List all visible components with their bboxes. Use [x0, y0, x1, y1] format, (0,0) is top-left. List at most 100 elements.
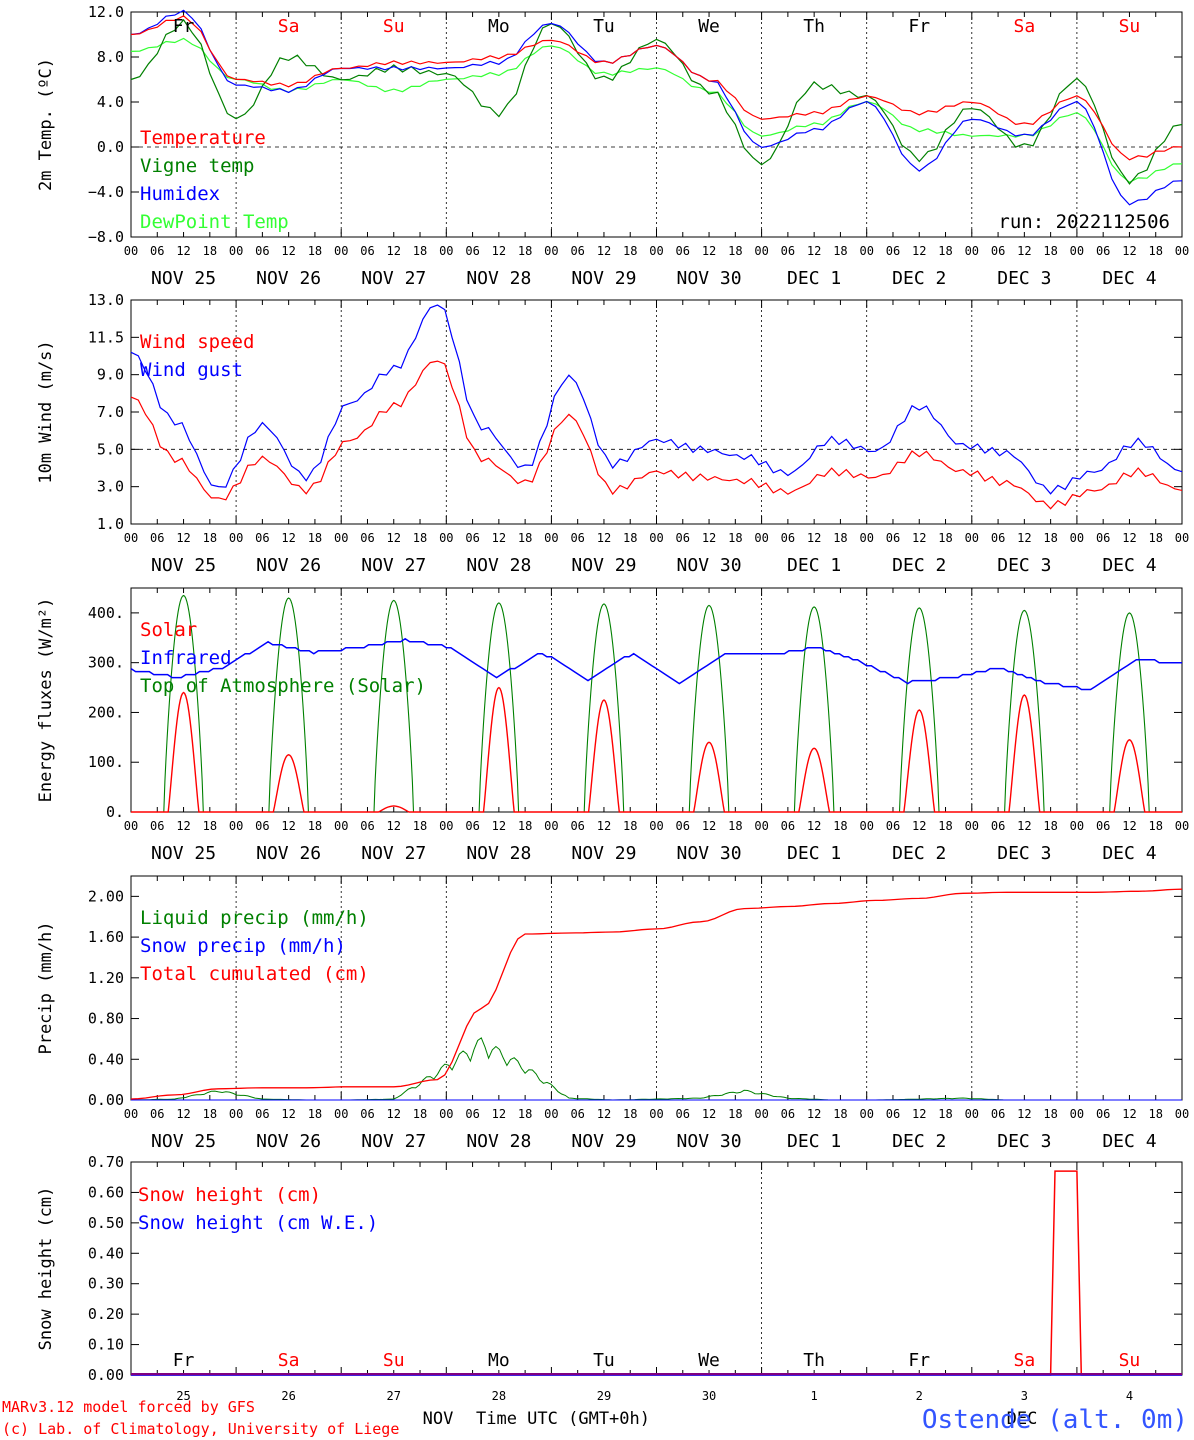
- day-label: NOV 29: [571, 1131, 636, 1152]
- series-line-total-cumulated: [130, 888, 1183, 1100]
- hour-tick-label: 18: [308, 819, 322, 833]
- hour-tick-label: 00: [124, 819, 138, 833]
- hour-tick-label: 18: [1148, 819, 1162, 833]
- x-axis-title: Time UTC (GMT+0h): [476, 1409, 650, 1429]
- y-tick-label: 11.5: [88, 328, 124, 346]
- day-label: DEC 3: [997, 268, 1051, 289]
- hour-tick-label: 06: [781, 819, 795, 833]
- hour-tick-label: 06: [781, 531, 795, 545]
- hour-tick-label: 12: [807, 531, 821, 545]
- y-tick-label: 1.20: [88, 969, 124, 987]
- hour-tick-label: 18: [413, 819, 427, 833]
- hour-tick-label: 00: [1175, 1107, 1189, 1121]
- day-label: NOV 25: [151, 268, 216, 289]
- hour-tick-label: 12: [387, 819, 401, 833]
- day-label: NOV 25: [151, 555, 216, 576]
- day-label: NOV 30: [677, 1131, 742, 1152]
- hour-tick-label: 18: [833, 244, 847, 258]
- y-tick-label: 4.0: [97, 93, 124, 111]
- legend-entry: Snow height (cm W.E.): [138, 1212, 378, 1234]
- hour-tick-label: 00: [1070, 244, 1084, 258]
- hour-tick-label: 12: [492, 819, 506, 833]
- hour-tick-label: 00: [334, 244, 348, 258]
- y-tick-label: 0.80: [88, 1010, 124, 1028]
- y-tick-label: 1.60: [88, 928, 124, 946]
- hour-tick-label: 00: [124, 1107, 138, 1121]
- hour-tick-label: 00: [754, 1107, 768, 1121]
- legend-entry: Vigne temp: [140, 155, 254, 177]
- hour-tick-label: 06: [886, 819, 900, 833]
- hour-tick-label: 00: [1070, 819, 1084, 833]
- legend-entry: Wind speed: [140, 331, 254, 353]
- y-axis-title: 10m Wind (m/s): [36, 340, 56, 483]
- hour-tick-label: 06: [1096, 531, 1110, 545]
- hour-tick-label: 06: [255, 244, 269, 258]
- weekday-label: Sa: [278, 1350, 300, 1371]
- date-number: 27: [387, 1389, 401, 1403]
- panel-4: 2.00 1.60 1.20 0.80 0.40 0.00 Precip (mm/h) 00 0…: [36, 875, 1189, 1152]
- date-number: 3: [1021, 1389, 1028, 1403]
- day-label: DEC 2: [892, 555, 946, 576]
- hour-tick-label: 06: [570, 1107, 584, 1121]
- hour-tick-label: 06: [360, 819, 374, 833]
- hour-tick-label: 12: [1017, 531, 1031, 545]
- day-label: NOV 25: [151, 843, 216, 864]
- hour-tick-label: 06: [991, 531, 1005, 545]
- hour-tick-label: 12: [176, 244, 190, 258]
- y-tick-label: 0.: [106, 803, 124, 821]
- hour-tick-label: 18: [833, 1107, 847, 1121]
- hour-tick-label: 00: [229, 244, 243, 258]
- hour-tick-label: 12: [807, 819, 821, 833]
- y-axis-title: Precip (mm/h): [36, 921, 56, 1054]
- day-label: NOV 28: [466, 843, 531, 864]
- hour-tick-label: 00: [1175, 531, 1189, 545]
- hour-tick-label: 06: [991, 244, 1005, 258]
- weekday-label: Th: [803, 16, 825, 37]
- hour-tick-label: 06: [570, 819, 584, 833]
- hour-tick-label: 12: [1122, 244, 1136, 258]
- hour-tick-label: 18: [518, 244, 532, 258]
- date-number: 30: [702, 1389, 716, 1403]
- y-tick-label: 0.50: [88, 1214, 124, 1232]
- hour-tick-label: 18: [413, 531, 427, 545]
- day-label: DEC 2: [892, 1131, 946, 1152]
- hour-tick-label: 12: [281, 819, 295, 833]
- weekday-label: Tu: [593, 1350, 615, 1371]
- hour-tick-label: 06: [360, 1107, 374, 1121]
- weekday-label: Fr: [908, 16, 930, 37]
- hour-tick-label: 12: [387, 244, 401, 258]
- y-tick-label: 200.: [88, 703, 124, 721]
- hour-tick-label: 12: [597, 244, 611, 258]
- y-tick-label: 300.: [88, 654, 124, 672]
- y-tick-label: 0.0: [97, 138, 124, 156]
- hour-tick-label: 00: [649, 1107, 663, 1121]
- series-line-wind-gust: [130, 304, 1183, 495]
- hour-tick-label: 06: [150, 1107, 164, 1121]
- day-label: DEC 1: [787, 843, 841, 864]
- lab-credit: (c) Lab. of Climatology, University of L…: [2, 1420, 399, 1438]
- y-axis-title: Energy fluxes (W/m²): [36, 598, 56, 803]
- hour-tick-label: 06: [570, 531, 584, 545]
- hour-tick-label: 18: [1148, 1107, 1162, 1121]
- weekday-label: Sa: [1014, 1350, 1036, 1371]
- weekday-label: Mo: [488, 1350, 510, 1371]
- hour-tick-label: 12: [281, 531, 295, 545]
- y-tick-label: 12.0: [88, 3, 124, 21]
- panel-5: 0.70 0.60 0.50 0.40 0.30 0.20 0.10 0.00 Snow hei…: [36, 1153, 1183, 1403]
- hour-tick-label: 00: [544, 244, 558, 258]
- hour-tick-label: 12: [702, 1107, 716, 1121]
- hour-tick-label: 06: [465, 244, 479, 258]
- hour-tick-label: 18: [203, 244, 217, 258]
- day-label: NOV 27: [361, 555, 426, 576]
- date-number: 4: [1126, 1389, 1133, 1403]
- weekday-label: Mo: [488, 16, 510, 37]
- y-tick-label: 100.: [88, 753, 124, 771]
- hour-tick-label: 00: [649, 819, 663, 833]
- day-label: NOV 29: [571, 268, 636, 289]
- day-label: NOV 28: [466, 268, 531, 289]
- y-tick-label: −4.0: [88, 183, 124, 201]
- series-line-temperature: [130, 15, 1183, 161]
- hour-tick-label: 18: [728, 1107, 742, 1121]
- date-number: 29: [597, 1389, 611, 1403]
- hour-tick-label: 00: [334, 819, 348, 833]
